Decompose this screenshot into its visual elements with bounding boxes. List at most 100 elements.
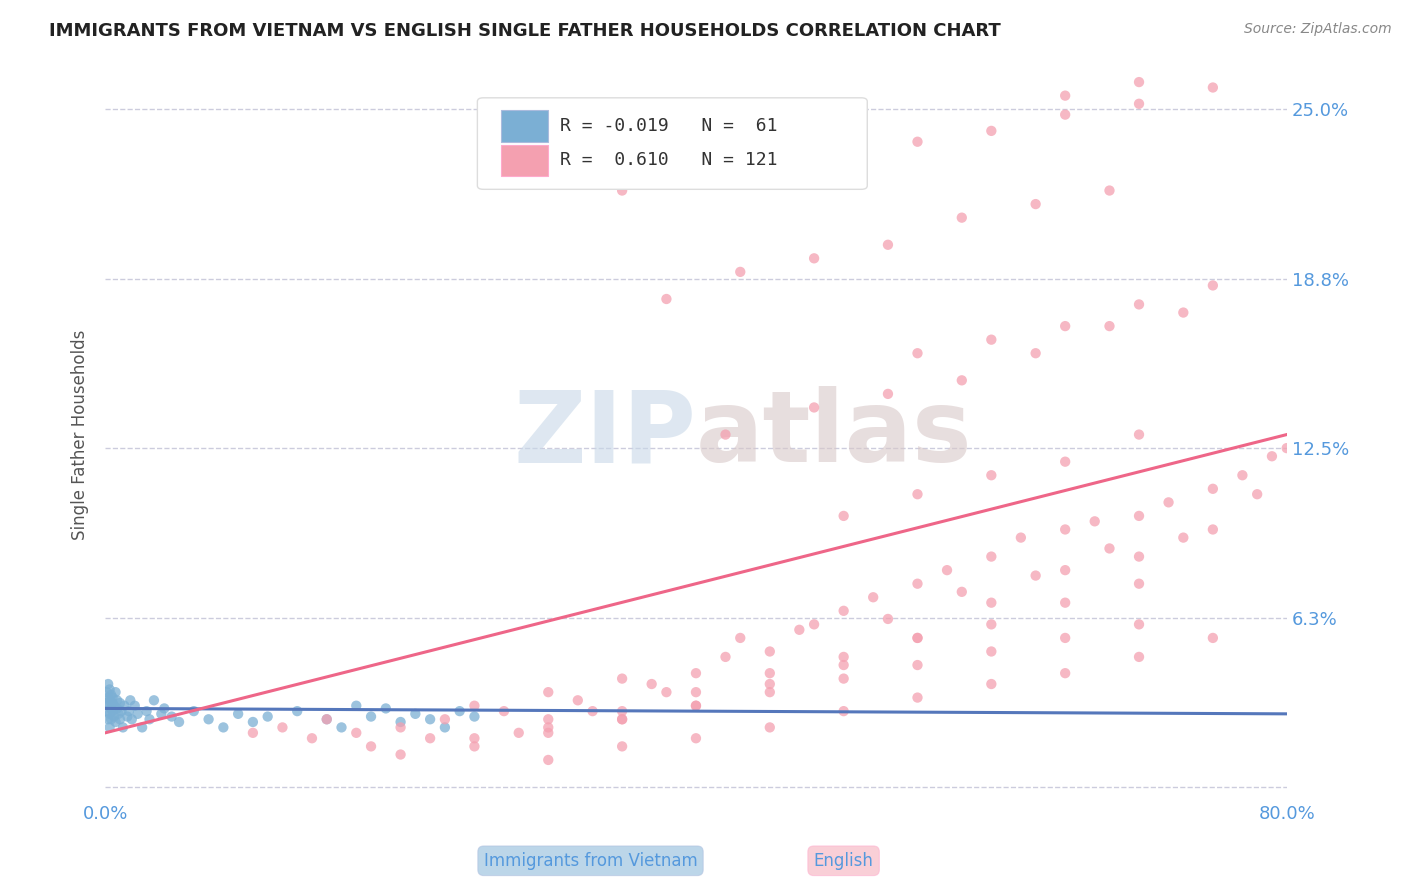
Point — [104, 714, 127, 729]
Point — [167, 714, 190, 729]
Point — [877, 612, 900, 626]
Point — [1202, 80, 1225, 95]
Point — [1025, 346, 1047, 360]
Point — [537, 720, 560, 734]
Point — [110, 704, 132, 718]
Point — [97, 677, 120, 691]
Point — [1202, 482, 1225, 496]
Point — [242, 726, 264, 740]
Point — [832, 658, 855, 673]
Point — [1128, 508, 1150, 523]
Point — [1202, 631, 1225, 645]
Point — [685, 731, 707, 746]
Point — [714, 649, 737, 664]
Point — [108, 696, 131, 710]
Point — [433, 712, 456, 726]
Bar — [501, 145, 548, 176]
Text: R =  0.610   N = 121: R = 0.610 N = 121 — [560, 151, 778, 169]
Point — [714, 427, 737, 442]
Y-axis label: Single Father Households: Single Father Households — [72, 329, 89, 540]
Point — [389, 714, 412, 729]
Point — [1098, 184, 1121, 198]
Point — [1202, 523, 1225, 537]
Point — [118, 704, 141, 718]
Point — [759, 720, 782, 734]
Point — [433, 720, 456, 734]
Text: IMMIGRANTS FROM VIETNAM VS ENGLISH SINGLE FATHER HOUSEHOLDS CORRELATION CHART: IMMIGRANTS FROM VIETNAM VS ENGLISH SINGL… — [49, 22, 1001, 40]
Text: Immigrants from Vietnam: Immigrants from Vietnam — [484, 852, 697, 870]
Point — [640, 677, 662, 691]
Point — [98, 693, 121, 707]
Point — [610, 739, 633, 754]
Point — [256, 709, 278, 723]
Point — [121, 712, 143, 726]
Point — [610, 712, 633, 726]
Point — [1202, 278, 1225, 293]
Point — [1084, 514, 1107, 528]
Point — [301, 731, 323, 746]
Point — [537, 726, 560, 740]
Point — [315, 712, 337, 726]
Point — [463, 709, 485, 723]
Point — [97, 690, 120, 705]
Point — [492, 704, 515, 718]
Point — [463, 698, 485, 713]
Point — [103, 698, 125, 713]
Point — [120, 693, 142, 707]
Point — [759, 666, 782, 681]
Point — [1246, 487, 1268, 501]
Point — [759, 644, 782, 658]
Point — [907, 631, 929, 645]
Point — [242, 714, 264, 729]
Point — [1128, 427, 1150, 442]
Point — [103, 709, 125, 723]
Point — [907, 658, 929, 673]
Point — [1054, 631, 1077, 645]
Point — [127, 706, 149, 721]
Point — [389, 720, 412, 734]
Point — [1128, 617, 1150, 632]
Point — [1025, 568, 1047, 582]
Point — [1232, 468, 1254, 483]
Point — [803, 617, 825, 632]
Point — [685, 698, 707, 713]
Point — [1098, 319, 1121, 334]
Bar — [501, 111, 548, 142]
Point — [832, 604, 855, 618]
Point — [107, 706, 129, 721]
Point — [537, 712, 560, 726]
Point — [980, 617, 1002, 632]
Point — [105, 693, 128, 707]
Point — [1054, 596, 1077, 610]
Point — [685, 698, 707, 713]
Point — [1054, 319, 1077, 334]
Point — [1098, 541, 1121, 556]
Text: English: English — [814, 852, 873, 870]
Point — [104, 685, 127, 699]
Point — [419, 731, 441, 746]
Point — [1054, 455, 1077, 469]
Point — [101, 696, 124, 710]
Point — [101, 690, 124, 705]
Point — [759, 685, 782, 699]
Point — [907, 690, 929, 705]
Point — [832, 672, 855, 686]
Point — [1010, 531, 1032, 545]
Point — [98, 720, 121, 734]
Point — [197, 712, 219, 726]
Point — [610, 672, 633, 686]
Point — [96, 696, 118, 710]
Point — [1173, 531, 1195, 545]
Point — [980, 677, 1002, 691]
Point — [463, 739, 485, 754]
Point — [1054, 666, 1077, 681]
Point — [142, 693, 165, 707]
Text: Source: ZipAtlas.com: Source: ZipAtlas.com — [1244, 22, 1392, 37]
Point — [832, 151, 855, 165]
Point — [1054, 107, 1077, 121]
Point — [803, 252, 825, 266]
Point — [832, 508, 855, 523]
Point — [759, 161, 782, 176]
Point — [97, 712, 120, 726]
Point — [685, 685, 707, 699]
